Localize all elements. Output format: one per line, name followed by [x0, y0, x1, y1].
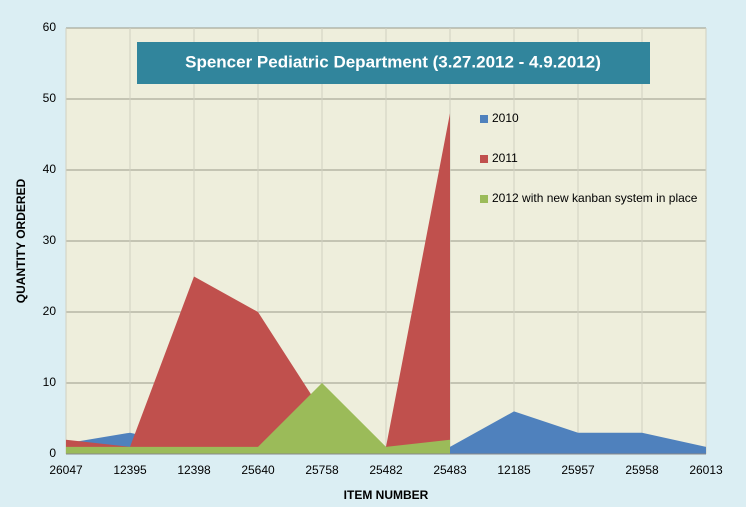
- area: [66, 113, 450, 454]
- legend-swatch: [480, 195, 488, 203]
- x-axis-label: ITEM NUMBER: [344, 488, 429, 502]
- x-tick-label: 25957: [561, 463, 595, 477]
- x-tick-label: 25758: [305, 463, 339, 477]
- title-box: [137, 42, 650, 84]
- x-tick-label: 26047: [49, 463, 83, 477]
- legend-label: 2011: [492, 151, 518, 165]
- y-tick-label: 50: [43, 91, 57, 105]
- legend-swatch: [480, 115, 488, 123]
- y-axis-label: QUANTITY ORDERED: [14, 178, 28, 303]
- x-tick-label: 26013: [689, 463, 723, 477]
- marks: [66, 113, 706, 454]
- x-tick-label: 25482: [369, 463, 403, 477]
- x-tick-label: 12395: [113, 463, 147, 477]
- y-tick-label: 40: [43, 162, 57, 176]
- legend-label: 2010: [492, 111, 519, 125]
- grid: [65, 27, 707, 455]
- x-tick-label: 25483: [433, 463, 467, 477]
- legend-label: 2012 with new kanban system in place: [492, 191, 698, 205]
- x-tick-label: 25958: [625, 463, 659, 477]
- x-tick-label: 25640: [241, 463, 275, 477]
- area: [66, 411, 706, 454]
- y-tick-label: 20: [43, 304, 57, 318]
- x-tick-label: 12398: [177, 463, 211, 477]
- x-tick-label: 12185: [497, 463, 531, 477]
- y-tick-label: 60: [43, 20, 57, 34]
- area: [66, 383, 450, 454]
- y-tick-label: 0: [49, 446, 56, 460]
- y-tick-label: 30: [43, 233, 57, 247]
- y-tick-label: 10: [43, 375, 57, 389]
- chart-title: Spencer Pediatric Department (3.27.2012 …: [185, 52, 601, 71]
- legend-swatch: [480, 155, 488, 163]
